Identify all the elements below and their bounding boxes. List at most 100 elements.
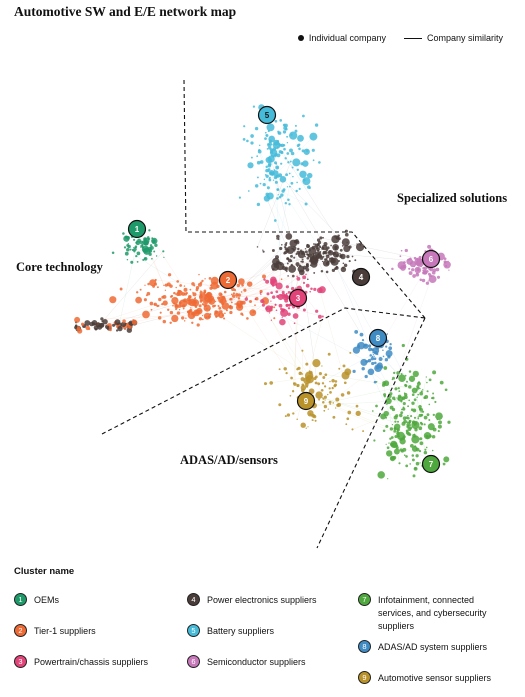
company-node xyxy=(332,402,335,404)
company-node xyxy=(407,432,411,436)
company-node xyxy=(283,147,286,151)
company-node xyxy=(85,325,90,331)
company-node xyxy=(201,279,204,283)
company-node xyxy=(409,463,411,465)
map-cluster-badge-circle xyxy=(421,249,441,269)
company-node xyxy=(394,387,398,391)
company-node xyxy=(432,392,435,395)
company-node xyxy=(273,172,275,175)
company-node xyxy=(343,381,347,385)
company-node xyxy=(151,237,158,245)
company-node xyxy=(312,414,317,419)
cluster-legend-title: Cluster name xyxy=(14,566,75,577)
company-node xyxy=(411,387,418,394)
company-node xyxy=(236,296,238,298)
company-node xyxy=(419,278,423,282)
company-node xyxy=(290,286,295,291)
company-node xyxy=(339,252,341,255)
company-node xyxy=(282,130,287,134)
company-node xyxy=(300,422,306,428)
company-node xyxy=(295,287,297,290)
company-node xyxy=(413,265,415,268)
company-node xyxy=(394,420,397,423)
company-node xyxy=(415,461,420,466)
company-node xyxy=(329,380,331,383)
company-node xyxy=(176,311,181,315)
company-node xyxy=(183,298,188,303)
company-node xyxy=(256,155,259,158)
map-cluster-badge-9: 9 xyxy=(296,391,316,411)
company-node xyxy=(314,123,319,127)
cluster-legend-item-6: 6 Semiconductor suppliers xyxy=(187,655,306,669)
company-node xyxy=(147,282,150,286)
company-node xyxy=(363,343,369,349)
company-node xyxy=(362,430,365,433)
map-cluster-badge-number: 8 xyxy=(376,334,381,343)
company-node xyxy=(385,397,392,405)
company-node xyxy=(323,404,328,409)
company-node xyxy=(408,385,412,389)
company-node xyxy=(136,291,139,294)
company-node xyxy=(195,288,199,292)
company-node xyxy=(290,181,294,185)
company-node xyxy=(333,384,337,388)
map-cluster-badge-circle xyxy=(288,288,308,308)
company-node xyxy=(307,185,311,189)
similarity-edge xyxy=(322,397,411,429)
company-node xyxy=(412,274,416,278)
company-node xyxy=(317,244,320,246)
company-node xyxy=(283,367,287,371)
company-node xyxy=(351,255,354,258)
company-node xyxy=(390,436,394,439)
company-node xyxy=(329,403,331,405)
company-node xyxy=(413,433,416,436)
company-node xyxy=(157,316,162,320)
company-node xyxy=(143,298,147,302)
company-node xyxy=(435,412,443,421)
company-node xyxy=(411,454,415,457)
company-node xyxy=(421,278,426,283)
company-node xyxy=(344,232,349,237)
company-node xyxy=(200,290,202,292)
company-node xyxy=(241,284,244,287)
company-node xyxy=(334,407,337,409)
company-node xyxy=(285,285,290,289)
company-node xyxy=(295,253,298,255)
company-node xyxy=(373,361,377,365)
map-cluster-badge-circle xyxy=(218,270,238,290)
company-node xyxy=(315,391,323,399)
cluster-label-3: Powertrain/chassis suppliers xyxy=(34,657,149,667)
company-node xyxy=(286,262,289,265)
company-node xyxy=(368,344,372,348)
company-node xyxy=(309,290,312,293)
company-node xyxy=(388,346,393,351)
company-node xyxy=(334,248,337,251)
company-node xyxy=(282,123,286,127)
company-node xyxy=(232,292,235,295)
company-node xyxy=(125,322,127,325)
company-node xyxy=(423,415,428,420)
company-node xyxy=(448,269,450,271)
company-node xyxy=(260,293,262,296)
company-node xyxy=(400,411,404,414)
company-node xyxy=(120,321,127,328)
company-node xyxy=(269,278,278,286)
cluster-legend-item-9: 9 Automotive sensor suppliers xyxy=(358,671,491,685)
similarity-edge xyxy=(259,150,269,188)
company-node xyxy=(263,382,268,386)
company-node xyxy=(314,257,319,262)
company-node xyxy=(144,257,146,260)
company-node xyxy=(287,161,290,164)
company-node xyxy=(292,175,294,178)
company-node xyxy=(273,169,276,171)
company-node xyxy=(423,396,427,400)
company-node xyxy=(275,255,279,260)
company-node xyxy=(417,417,420,420)
company-node xyxy=(137,238,141,243)
company-node xyxy=(293,322,296,325)
company-node xyxy=(171,314,179,323)
company-node xyxy=(198,304,202,308)
company-node xyxy=(114,319,121,326)
company-node xyxy=(174,304,179,309)
company-node xyxy=(278,195,282,199)
